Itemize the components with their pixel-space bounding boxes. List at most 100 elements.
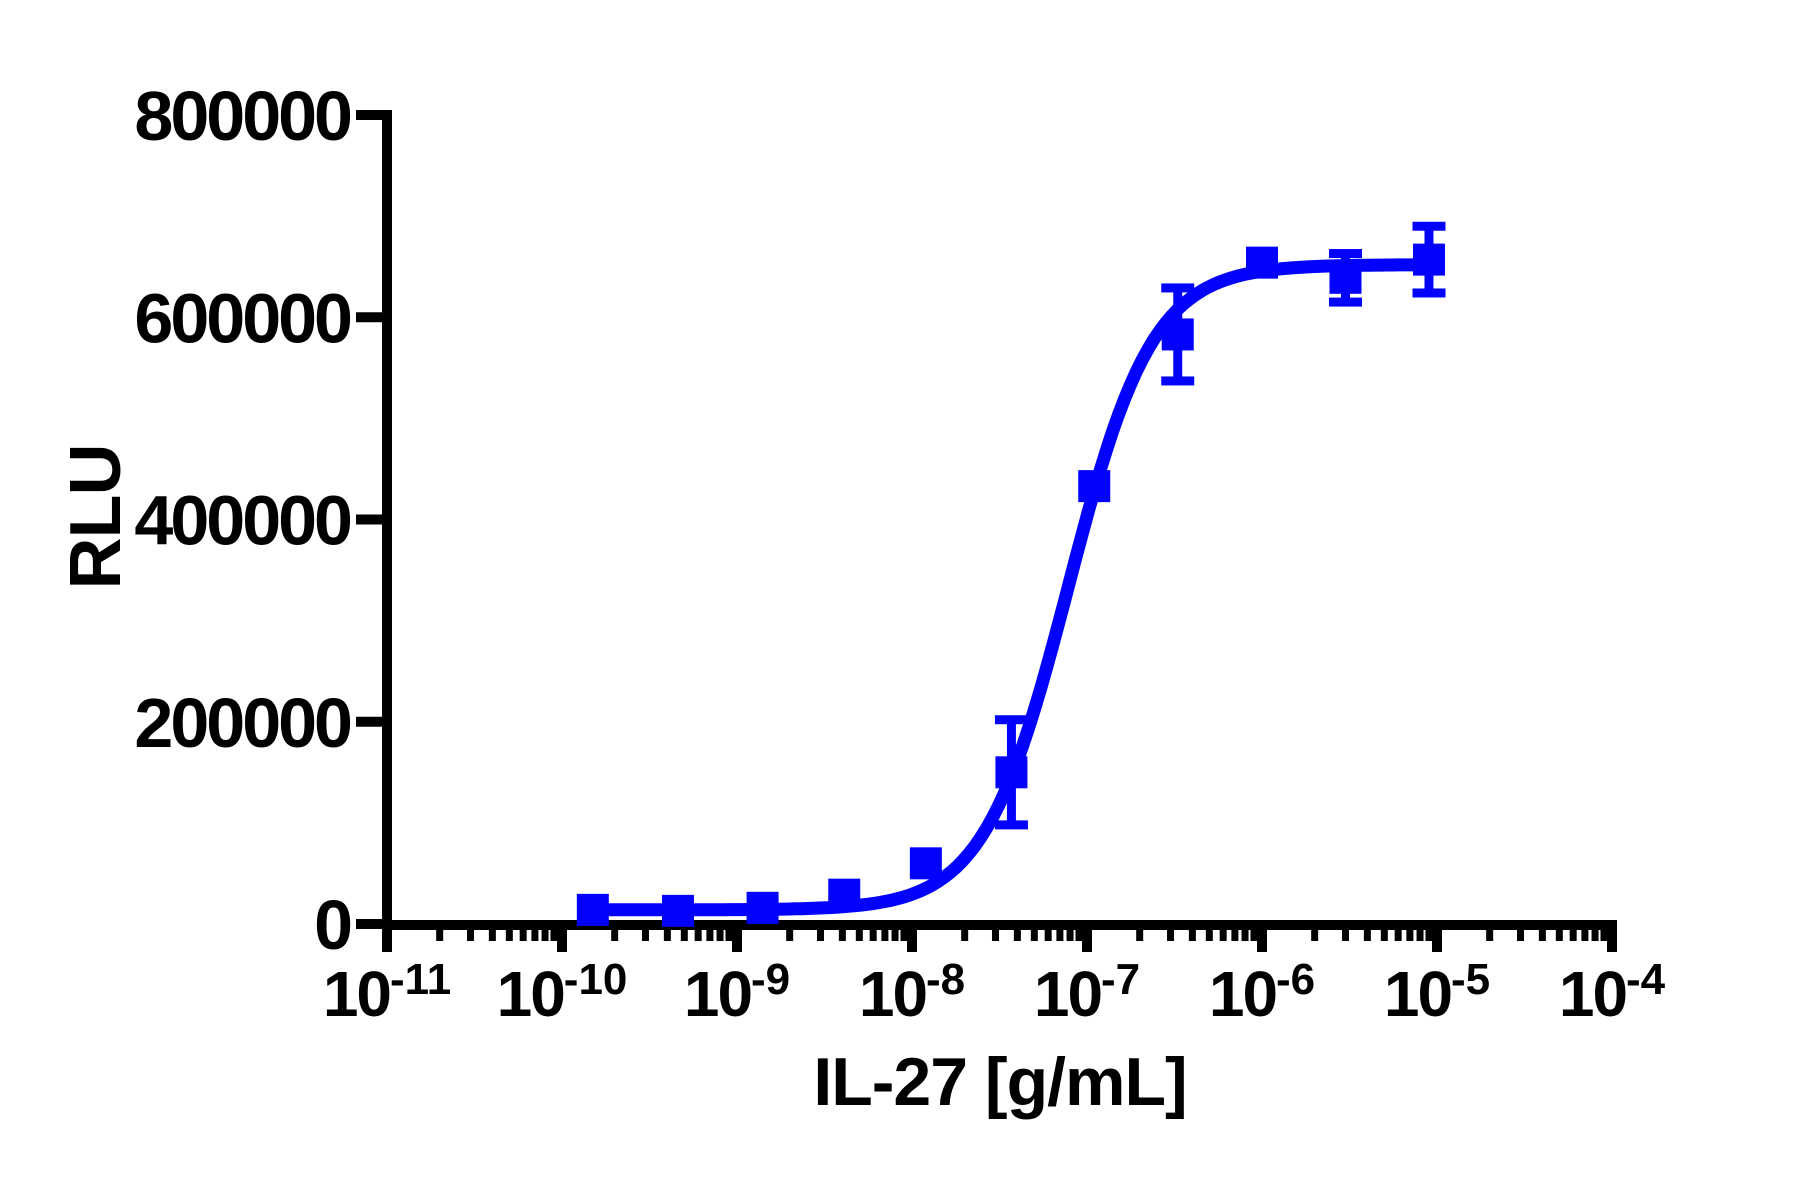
x-axis-minor-tick xyxy=(1136,930,1144,941)
error-bar-cap-top xyxy=(994,715,1028,725)
x-axis-major-tick xyxy=(732,930,742,952)
error-bar-cap-bottom xyxy=(1412,288,1446,298)
x-axis-major-tick xyxy=(907,930,917,952)
x-axis-minor-tick xyxy=(961,930,969,941)
x-axis-minor-tick xyxy=(869,930,877,941)
data-point-square xyxy=(1329,261,1362,294)
x-axis-minor-tick xyxy=(1044,930,1052,941)
x-axis-minor-tick xyxy=(706,930,714,941)
x-axis-minor-tick xyxy=(1591,930,1599,941)
x-axis-minor-tick xyxy=(436,930,444,941)
x-axis-title: IL-27 [g/mL] xyxy=(813,1044,1186,1120)
error-bar-cap-bottom xyxy=(994,820,1028,830)
x-axis-minor-tick xyxy=(1056,930,1064,941)
x-axis-minor-tick xyxy=(1406,930,1414,941)
x-axis-minor-tick xyxy=(1569,930,1577,941)
x-axis-minor-tick xyxy=(1013,930,1021,941)
x-axis-minor-tick xyxy=(1363,930,1371,941)
x-axis-minor-tick xyxy=(641,930,649,941)
x-tick-label: 10-6 xyxy=(1209,955,1315,1030)
x-axis-major-tick xyxy=(1432,930,1442,952)
data-point-square xyxy=(909,847,942,880)
x-axis-minor-tick xyxy=(541,930,549,941)
x-tick-label: 10-10 xyxy=(497,955,628,1030)
x-axis-minor-tick xyxy=(1394,930,1402,941)
data-point-square xyxy=(746,891,779,924)
x-axis-major-tick xyxy=(1082,930,1092,952)
x-axis-minor-tick xyxy=(1425,930,1433,941)
axes-layer: 0 200000 400000 600000 800000 10-11 10-10 10-9 1… xyxy=(134,77,1665,1030)
y-axis-tick xyxy=(356,716,382,727)
error-bar-cap-top xyxy=(1412,221,1446,231)
x-axis-minor-tick xyxy=(786,930,794,941)
x-axis-minor-tick xyxy=(1066,930,1074,941)
x-axis-minor-tick xyxy=(1516,930,1524,941)
x-axis-minor-tick xyxy=(519,930,527,941)
x-tick-label: 10-5 xyxy=(1384,955,1490,1030)
x-tick-label: 10-9 xyxy=(684,955,790,1030)
x-axis-minor-tick xyxy=(531,930,539,941)
y-axis-tick xyxy=(356,312,382,323)
x-axis-minor-tick xyxy=(1486,930,1494,941)
x-axis-major-tick xyxy=(557,930,567,952)
y-axis-line xyxy=(382,110,392,952)
x-axis-minor-tick xyxy=(725,930,733,941)
data-series-layer xyxy=(576,221,1446,927)
x-axis-minor-tick xyxy=(1250,930,1258,941)
x-axis-minor-tick xyxy=(716,930,724,941)
x-axis-minor-tick xyxy=(1231,930,1239,941)
x-axis-minor-tick xyxy=(900,930,908,941)
x-axis-minor-tick xyxy=(1341,930,1349,941)
x-axis-major-tick xyxy=(1607,930,1617,952)
data-point-square xyxy=(1246,246,1278,279)
y-tick-label: 200000 xyxy=(134,684,351,762)
x-axis-minor-tick xyxy=(680,930,688,941)
x-axis-minor-tick xyxy=(1581,930,1589,941)
x-axis-minor-tick xyxy=(694,930,702,941)
data-point-square xyxy=(995,756,1028,789)
y-axis-tick xyxy=(356,919,382,929)
x-axis-minor-tick xyxy=(891,930,899,941)
x-axis-minor-tick xyxy=(1241,930,1249,941)
x-axis-minor-tick xyxy=(466,930,474,941)
x-axis-minor-tick xyxy=(1188,930,1196,941)
x-axis-minor-tick xyxy=(1600,930,1608,941)
data-point-square xyxy=(828,878,861,911)
x-axis-minor-tick xyxy=(663,930,671,941)
y-tick-label: 0 xyxy=(314,886,351,964)
x-tick-label: 10-4 xyxy=(1559,955,1666,1030)
y-tick-label: 800000 xyxy=(134,77,351,155)
x-axis-minor-tick xyxy=(855,930,863,941)
x-tick-label: 10-8 xyxy=(859,955,965,1030)
y-axis-tick xyxy=(356,514,382,525)
x-axis-minor-tick xyxy=(488,930,496,941)
error-bar-cap-top xyxy=(1161,283,1195,293)
x-axis-minor-tick xyxy=(816,930,824,941)
error-bar-cap-top xyxy=(1328,249,1362,259)
x-axis-minor-tick xyxy=(1416,930,1424,941)
x-axis-minor-tick xyxy=(1538,930,1546,941)
x-axis-minor-tick xyxy=(505,930,513,941)
data-point-square xyxy=(576,893,609,926)
y-axis-tick xyxy=(356,110,382,120)
x-tick-label: 10-7 xyxy=(1034,955,1140,1030)
x-axis-minor-tick xyxy=(550,930,558,941)
x-axis-major-tick xyxy=(1257,930,1267,952)
x-axis-minor-tick xyxy=(1030,930,1038,941)
x-axis-minor-tick xyxy=(1075,930,1083,941)
y-tick-label: 600000 xyxy=(134,279,351,357)
y-axis-title: RLU xyxy=(56,445,136,590)
x-axis-minor-tick xyxy=(1380,930,1388,941)
data-point-square xyxy=(1412,243,1445,276)
x-axis-major-tick xyxy=(382,930,392,952)
x-axis-minor-tick xyxy=(1166,930,1174,941)
x-axis-line xyxy=(382,920,1617,930)
x-axis-minor-tick xyxy=(881,930,889,941)
x-axis-minor-tick xyxy=(838,930,846,941)
data-point-square xyxy=(1078,470,1111,503)
x-axis-minor-tick xyxy=(1219,930,1227,941)
x-tick-label: 10-11 xyxy=(323,955,451,1030)
data-point-square xyxy=(661,894,694,927)
